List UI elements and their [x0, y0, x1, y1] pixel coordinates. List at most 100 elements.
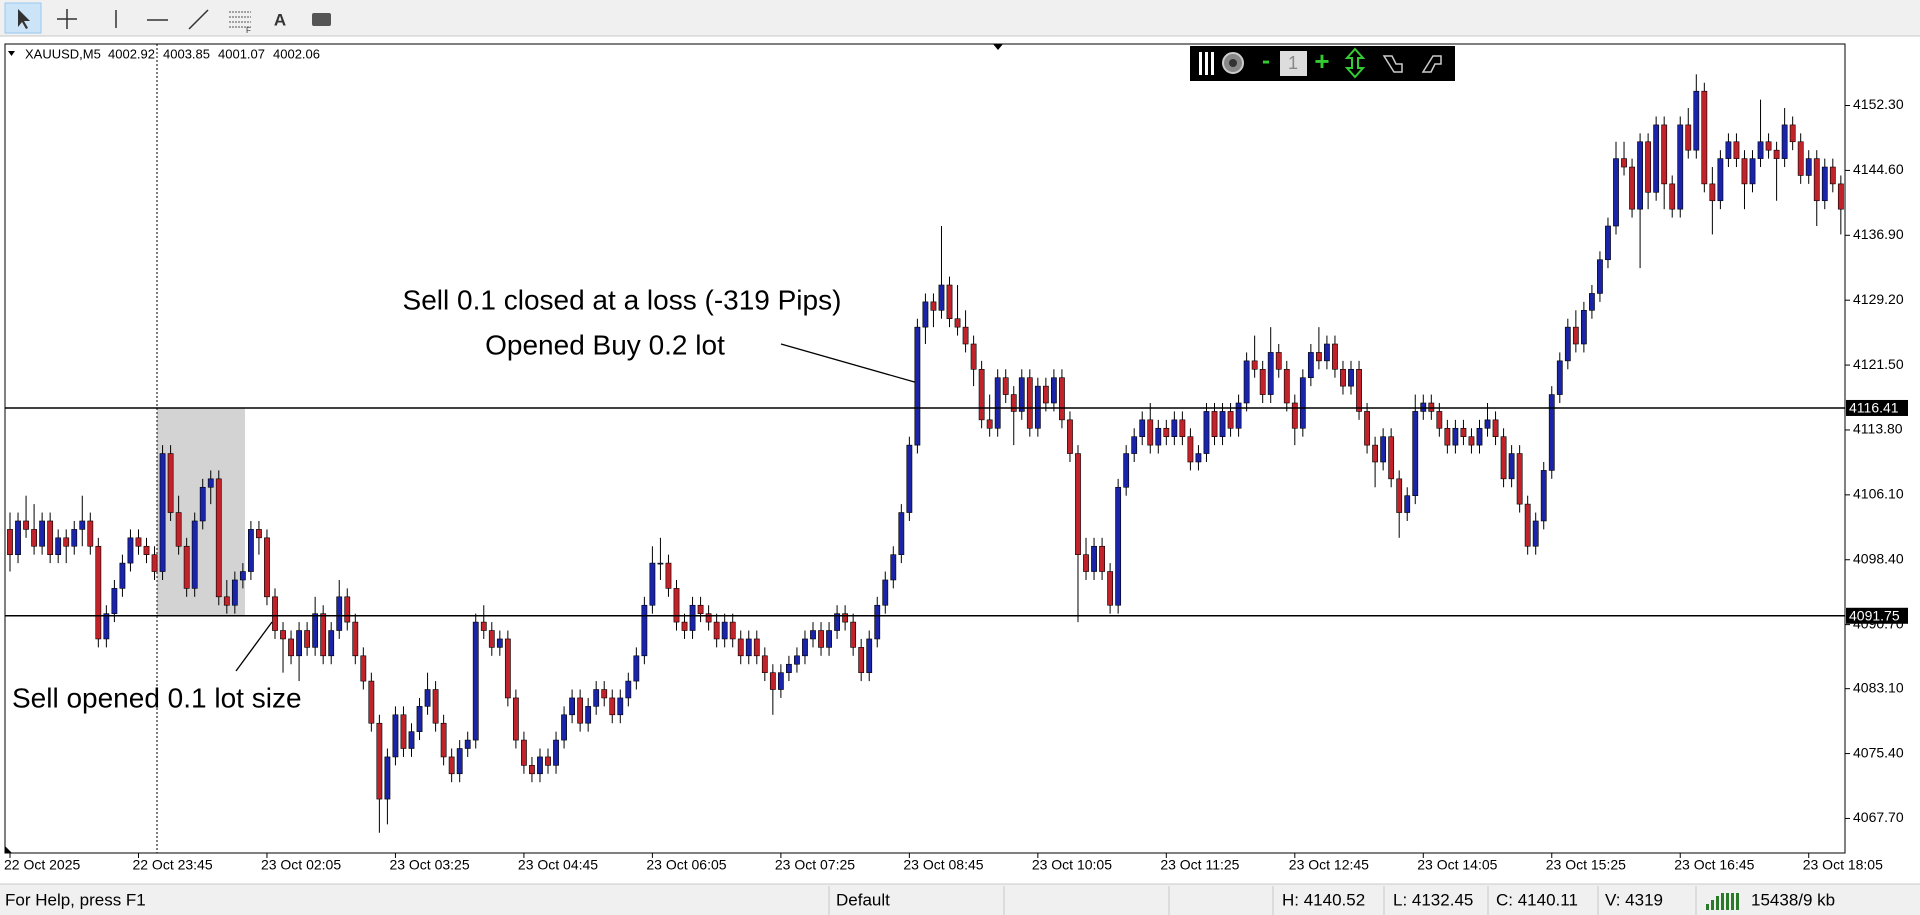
candle-body [448, 756, 455, 775]
candle-body [119, 562, 126, 589]
candle-body [304, 630, 311, 648]
candle-body [834, 613, 840, 631]
candle-body [1524, 503, 1531, 547]
candle-body [689, 604, 696, 631]
chart-shift-marker [993, 44, 1003, 50]
candle-body [986, 419, 993, 429]
y-tick-label: 4136.90 [1853, 226, 1904, 242]
candle-body [1219, 411, 1226, 438]
candle-body [416, 706, 423, 732]
candle-body [1564, 326, 1571, 362]
candle-body [962, 326, 969, 345]
candle-body [288, 638, 294, 657]
candle-body [705, 613, 712, 623]
x-tick-label: 23 Oct 08:45 [903, 857, 983, 873]
candle-body [1131, 436, 1138, 454]
candle-body [1139, 419, 1146, 438]
candle-body [512, 697, 519, 741]
candle-body [1765, 141, 1772, 151]
candle-body [215, 478, 222, 598]
candle-body [890, 554, 897, 581]
plot-area [4, 43, 1846, 854]
rectangle-button[interactable] [312, 13, 331, 26]
annotation: Sell opened 0.1 lot size [12, 682, 302, 713]
candle-body [769, 672, 776, 690]
candle-body [1572, 326, 1579, 345]
arrow-button[interactable] [1382, 55, 1403, 73]
price-label-box [1846, 399, 1908, 416]
candle-body [1348, 368, 1354, 387]
candle-body [617, 697, 624, 716]
candle-body [1195, 453, 1202, 463]
grip-bar [1205, 52, 1208, 75]
candle-body [384, 756, 391, 800]
candle-body [810, 630, 816, 640]
arrow-button[interactable] [1421, 55, 1442, 73]
candle-body [826, 630, 832, 648]
status-close: C: 4140.11 [1496, 890, 1578, 909]
candle-body [914, 326, 921, 446]
trendline-button[interactable] [188, 9, 209, 30]
candle-body [609, 697, 616, 716]
candle-body [280, 630, 286, 640]
candle-body [802, 638, 808, 657]
candle-body [320, 613, 327, 657]
y-tick-label: 4083.10 [1853, 679, 1904, 695]
crosshair-button[interactable] [57, 9, 77, 29]
candle-body [1580, 309, 1587, 345]
x-tick-label: 23 Oct 14:05 [1417, 857, 1497, 873]
candle-body [1492, 419, 1499, 438]
x-tick-label: 23 Oct 15:25 [1546, 857, 1626, 873]
candle-body [1725, 141, 1732, 159]
y-tick-label: 4144.60 [1853, 161, 1904, 177]
candle-body [95, 545, 102, 640]
candle-body [1420, 402, 1427, 412]
candle-body [1396, 478, 1403, 513]
updown-button[interactable] [1344, 47, 1366, 79]
candle-body [248, 529, 254, 572]
candle-body [1589, 293, 1595, 311]
candle-body [239, 571, 246, 581]
candle-body [1669, 183, 1676, 210]
candle-body [23, 520, 29, 530]
candle-body [352, 621, 359, 657]
x-tick-label: 23 Oct 03:25 [389, 857, 469, 873]
annotation-arrow [780, 343, 919, 384]
plus-button[interactable]: + [1314, 46, 1329, 76]
status-traffic: 15438/9 kb [1751, 890, 1835, 909]
candle-body [577, 697, 584, 724]
symbol-menu-arrow[interactable] [8, 51, 15, 56]
candle-body [1637, 141, 1643, 210]
text-tool[interactable]: A [274, 10, 286, 29]
quote-close: 4002.06 [273, 46, 320, 61]
candle-body [745, 638, 752, 657]
candle-body [994, 377, 1001, 429]
price-label: 4091.75 [1849, 607, 1900, 623]
candle-body [850, 621, 857, 648]
candle-body [1115, 486, 1122, 606]
candle-body [71, 529, 78, 547]
fibo-button[interactable] [229, 11, 251, 28]
candle-body [561, 714, 567, 741]
candle-body [1773, 149, 1780, 159]
candle-body [368, 680, 375, 724]
candle-body [1340, 368, 1346, 387]
quote-low: 4001.07 [218, 46, 265, 61]
candle-body [681, 621, 688, 631]
candle-body [1717, 158, 1724, 202]
candle-body [713, 621, 720, 640]
candle-body [938, 284, 945, 311]
candle-body [1147, 419, 1154, 446]
minus-button[interactable]: - [1262, 47, 1270, 74]
y-tick-label: 4113.80 [1853, 421, 1903, 437]
candle-body [1733, 141, 1740, 159]
status-bar [0, 884, 1920, 915]
candle-body [63, 537, 70, 547]
candle-body [328, 630, 335, 657]
candle-body [408, 731, 415, 749]
candle-body [906, 444, 913, 513]
candle-body [954, 318, 961, 328]
candle-body [521, 739, 527, 766]
